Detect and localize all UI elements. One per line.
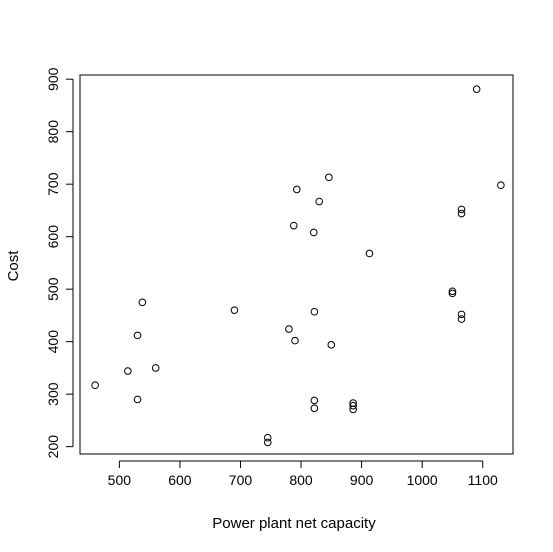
data-point xyxy=(473,86,480,93)
x-tick-label: 900 xyxy=(350,472,374,488)
x-tick-label: 1100 xyxy=(468,472,498,488)
data-point xyxy=(134,332,141,339)
data-point xyxy=(498,182,505,189)
data-point xyxy=(326,174,333,181)
x-axis: 500 600 700 800 900 1000 1100 xyxy=(108,461,498,488)
data-point xyxy=(125,368,132,375)
data-point xyxy=(311,397,318,404)
y-axis-title: Cost xyxy=(5,250,22,282)
data-point xyxy=(92,382,99,389)
y-tick-label: 300 xyxy=(45,382,61,406)
y-tick-label: 800 xyxy=(45,120,61,144)
data-points xyxy=(92,86,504,446)
y-tick-label: 400 xyxy=(45,330,61,354)
y-tick-label: 500 xyxy=(45,277,61,301)
data-point xyxy=(290,222,297,229)
data-point xyxy=(264,439,271,446)
x-tick-label: 600 xyxy=(168,472,192,488)
data-point xyxy=(139,299,146,306)
x-tick-label: 700 xyxy=(229,472,253,488)
y-tick-label: 600 xyxy=(45,225,61,249)
data-point xyxy=(328,342,335,349)
data-point xyxy=(311,308,318,315)
data-point xyxy=(366,250,373,257)
y-tick-label: 700 xyxy=(45,172,61,196)
y-axis: 200 300 400 500 600 700 800 900 xyxy=(45,67,73,458)
data-point xyxy=(152,365,159,372)
data-point xyxy=(134,396,141,403)
plot-frame xyxy=(80,75,513,454)
x-axis-title: Power plant net capacity xyxy=(212,515,376,532)
data-point xyxy=(294,186,301,193)
x-tick-label: 1000 xyxy=(407,472,438,488)
data-point xyxy=(231,307,238,314)
data-point xyxy=(458,210,465,217)
x-tick-label: 800 xyxy=(289,472,313,488)
data-point xyxy=(458,316,465,323)
data-point xyxy=(311,405,318,412)
x-tick-label: 500 xyxy=(108,472,132,488)
data-point xyxy=(292,337,299,344)
y-tick-label: 900 xyxy=(45,67,61,91)
data-point xyxy=(286,326,293,333)
data-point xyxy=(316,198,323,205)
data-point xyxy=(310,229,317,236)
y-tick-label: 200 xyxy=(45,435,61,459)
